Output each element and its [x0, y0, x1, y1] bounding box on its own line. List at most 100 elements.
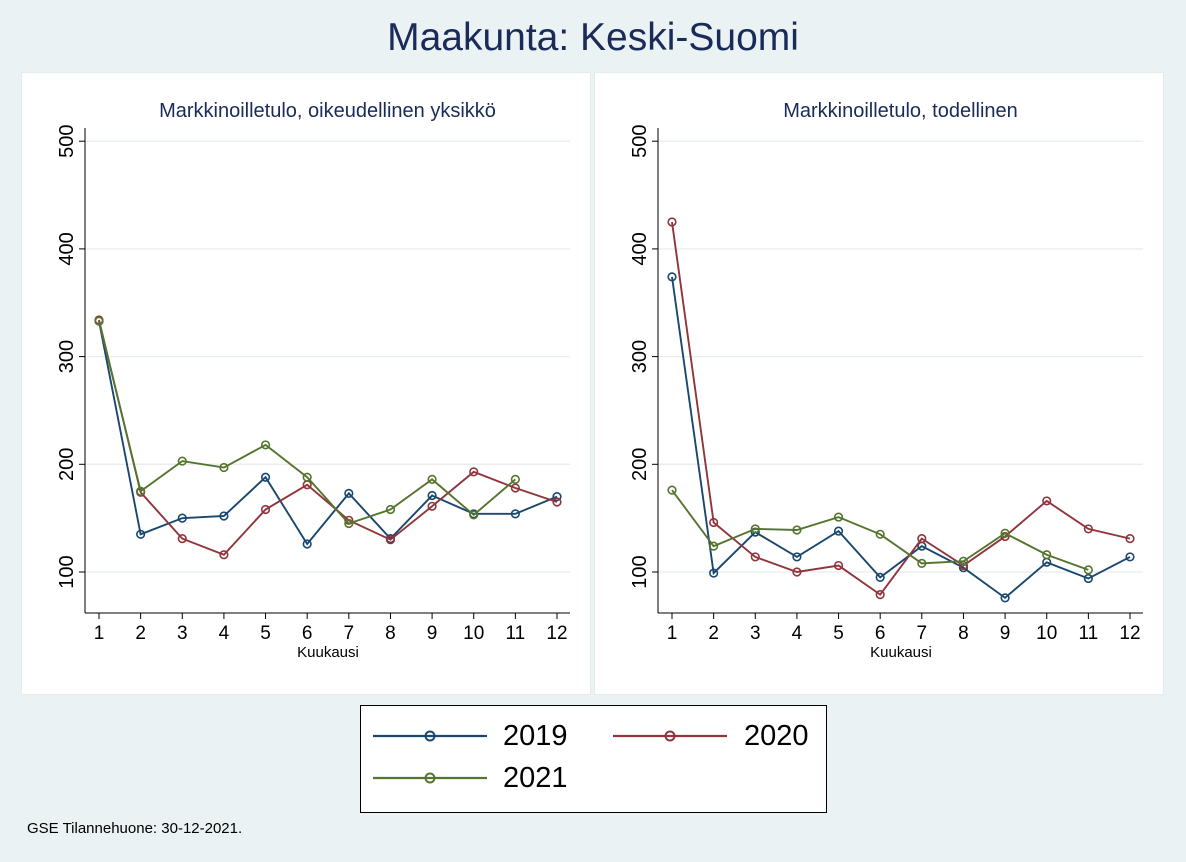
- chart1-point-2021-10: [1042, 550, 1052, 560]
- chart1-point-2020-1: [667, 217, 677, 227]
- chart0-point-2021-8: [385, 504, 396, 515]
- chart0-point-2020-12: [552, 497, 562, 507]
- chart0-ytick-label-200: 200: [56, 448, 78, 481]
- chart0-xtick-label-3: 3: [177, 623, 188, 644]
- chart0-point-2021-1: [94, 316, 104, 326]
- chart1-point-2019-6: [875, 572, 885, 582]
- legend-label-2020: 2020: [744, 720, 809, 752]
- chart1-point-2021-8: [958, 556, 969, 566]
- chart0-point-2019-5: [260, 472, 271, 482]
- chart0-point-2019-12: [552, 492, 562, 502]
- chart1-xtick-label-5: 5: [833, 623, 844, 644]
- chart1-series-line-2021: [671, 489, 1089, 571]
- chart0-point-2019-9: [427, 490, 437, 501]
- chart1-point-2019-11: [1083, 573, 1093, 584]
- chart0-point-2019-3: [177, 513, 187, 523]
- chart1-title: Markkinoilletulo, todellinen: [783, 100, 1018, 122]
- chart1-point-2021-7: [917, 558, 927, 568]
- chart1-xtick-label-4: 4: [792, 623, 803, 644]
- chart1-xtick-label-7: 7: [917, 623, 928, 644]
- chart0-point-2019-6: [302, 539, 312, 549]
- chart0-title: Markkinoilletulo, oikeudellinen yksikkö: [159, 100, 496, 122]
- chart0-series-line-2021: [98, 320, 516, 525]
- chart0-ytick-label-400: 400: [56, 232, 78, 265]
- chart1-xtick-label-8: 8: [958, 623, 969, 644]
- chart1-point-2019-4: [792, 552, 802, 562]
- chart1-xtick-label-9: 9: [1000, 623, 1011, 644]
- chart0-point-2021-3: [177, 456, 187, 466]
- chart0-point-2020-9: [427, 501, 437, 511]
- chart1-xtick-label-12: 12: [1119, 623, 1140, 644]
- chart0-xtick-label-12: 12: [546, 623, 567, 644]
- legend-label-2019: 2019: [503, 720, 568, 752]
- chart0-point-2020-8: [385, 535, 396, 545]
- chart1-xtick-label-10: 10: [1036, 623, 1057, 644]
- source-note: GSE Tilannehuone: 30-12-2021.: [27, 820, 243, 837]
- chart0-xtick-label-6: 6: [302, 623, 313, 644]
- chart0-point-2021-4: [219, 462, 229, 473]
- chart1-point-2019-2: [709, 568, 719, 578]
- chart1-series-line-2020: [671, 221, 1131, 596]
- legend-markers: [373, 730, 727, 784]
- legend: 2019 2020 2021: [360, 705, 827, 813]
- legend-marker-2019: [424, 730, 436, 742]
- chart1-xtick-label-3: 3: [750, 623, 761, 644]
- chart1-ytick-label-200: 200: [629, 448, 651, 481]
- chart1-xtick-label-2: 2: [708, 623, 719, 644]
- chart0-point-2021-9: [427, 474, 437, 484]
- chart1-xtick-label-1: 1: [667, 623, 678, 644]
- chart1-ytick-label-100: 100: [629, 555, 651, 588]
- chart0-point-2020-11: [510, 483, 520, 493]
- panel-todellinen: Markkinoilletulo, todellinen 100 200 300 400…: [594, 72, 1164, 695]
- chart0-xtick-label-2: 2: [135, 623, 146, 644]
- chart1-point-2020-6: [875, 590, 885, 600]
- chart1-point-2019-9: [1000, 593, 1010, 603]
- chart0-xtick-label-5: 5: [260, 623, 271, 644]
- chart0-point-2020-10: [469, 467, 479, 477]
- chart0-point-2021-5: [260, 440, 271, 450]
- panel-oikeudellinen: Markkinoilletulo, oikeudellinen yksikkö 1…: [21, 72, 591, 695]
- chart1-point-2021-1: [667, 485, 677, 495]
- chart0-xtick-label-4: 4: [219, 623, 230, 644]
- chart1-x-axis-label: Kuukausi: [870, 644, 932, 661]
- main-title: Maakunta: Keski-Suomi: [387, 16, 799, 59]
- chart1-xtick-label-6: 6: [875, 623, 886, 644]
- chart0-point-2021-10: [469, 510, 479, 520]
- chart1-point-2020-4: [792, 567, 802, 577]
- chart1-xtick-label-11: 11: [1078, 623, 1098, 644]
- chart0-point-2021-7: [344, 518, 354, 529]
- chart1-ytick-label-400: 400: [629, 232, 651, 265]
- chart1-ytick-label-300: 300: [629, 340, 651, 373]
- chart0-point-2019-7: [344, 488, 354, 498]
- chart1-series-line-2019: [671, 276, 1131, 600]
- chart1-point-2019-1: [667, 272, 677, 282]
- chart0-xtick-label-7: 7: [344, 623, 355, 644]
- chart1-point-2020-5: [833, 560, 844, 571]
- chart1-point-2020-10: [1042, 496, 1052, 506]
- chart1-point-2021-6: [875, 529, 885, 539]
- chart0-xtick-label-8: 8: [385, 623, 396, 644]
- chart1-point-2020-12: [1125, 534, 1135, 544]
- chart0-xtick-label-9: 9: [427, 623, 438, 644]
- chart0-point-2019-4: [219, 511, 229, 521]
- chart1-point-2020-11: [1083, 524, 1093, 534]
- chart0-xtick-label-1: 1: [94, 623, 105, 644]
- chart0-point-2019-11: [510, 509, 520, 519]
- chart0-xtick-label-11: 11: [505, 623, 525, 644]
- chart1-point-2021-5: [833, 512, 844, 522]
- chart0-ytick-label-300: 300: [56, 340, 78, 373]
- chart1-point-2021-9: [1000, 528, 1010, 538]
- chart0-point-2020-5: [260, 504, 271, 515]
- chart0-point-2021-2: [136, 486, 146, 496]
- chart0-ytick-label-100: 100: [56, 555, 78, 588]
- chart1-point-2021-4: [792, 525, 802, 535]
- chart1-point-2019-12: [1125, 552, 1135, 562]
- chart0-point-2021-6: [302, 472, 312, 482]
- chart0-xtick-label-10: 10: [463, 623, 484, 644]
- legend-marker-2020: [664, 730, 676, 742]
- chart0-series-line-2019: [98, 320, 558, 546]
- chart0-point-2019-2: [136, 529, 146, 539]
- chart1-point-2019-5: [833, 526, 844, 536]
- chart-todellinen: Markkinoilletulo, todellinen 100 200 300 400…: [629, 100, 1143, 661]
- chart1-point-2021-3: [750, 524, 760, 534]
